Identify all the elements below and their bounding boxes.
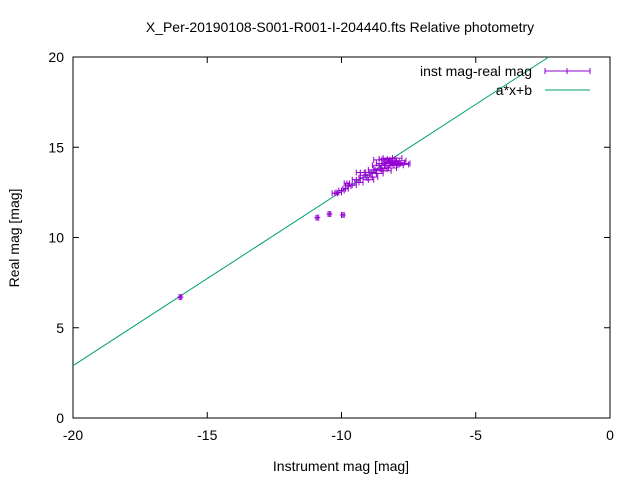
x-axis: -20 -15 -10 -5 0 (63, 57, 614, 443)
fit-line (72, 56, 550, 367)
data-point (331, 190, 338, 197)
x-tick-label: -20 (63, 427, 83, 443)
legend: inst mag-real mag a*x+b (420, 63, 591, 98)
legend-label-points: inst mag-real mag (420, 63, 532, 79)
y-axis-label: Real mag [mag] (6, 189, 22, 288)
x-tick-label: -15 (197, 427, 217, 443)
y-tick-label: 5 (56, 320, 64, 336)
y-tick-label: 0 (56, 410, 64, 426)
data-point (347, 182, 357, 189)
data-point (362, 176, 375, 183)
data-point (339, 211, 346, 218)
plot-frame (72, 56, 611, 419)
data-point (314, 214, 321, 221)
plot-area (72, 56, 611, 419)
data-point (382, 155, 403, 162)
data-point (389, 161, 410, 168)
series-layer (72, 56, 550, 367)
y-tick-label: 15 (48, 139, 64, 155)
y-tick-label: 10 (48, 230, 64, 246)
x-axis-label: Instrument mag [mag] (273, 458, 409, 474)
data-point (326, 211, 333, 218)
chart-title: X_Per-20190108-S001-R001-I-204440.fts Re… (146, 19, 534, 35)
x-tick-label: -10 (331, 427, 351, 443)
data-point (386, 157, 407, 164)
data-point (390, 160, 411, 167)
x-tick-label: -5 (470, 427, 483, 443)
y-axis: 0 5 10 15 20 (48, 49, 610, 426)
legend-label-fit: a*x+b (496, 82, 532, 98)
y-tick-label: 20 (48, 49, 64, 65)
data-point (177, 294, 184, 301)
data-point (366, 174, 379, 181)
x-tick-label: 0 (606, 427, 614, 443)
